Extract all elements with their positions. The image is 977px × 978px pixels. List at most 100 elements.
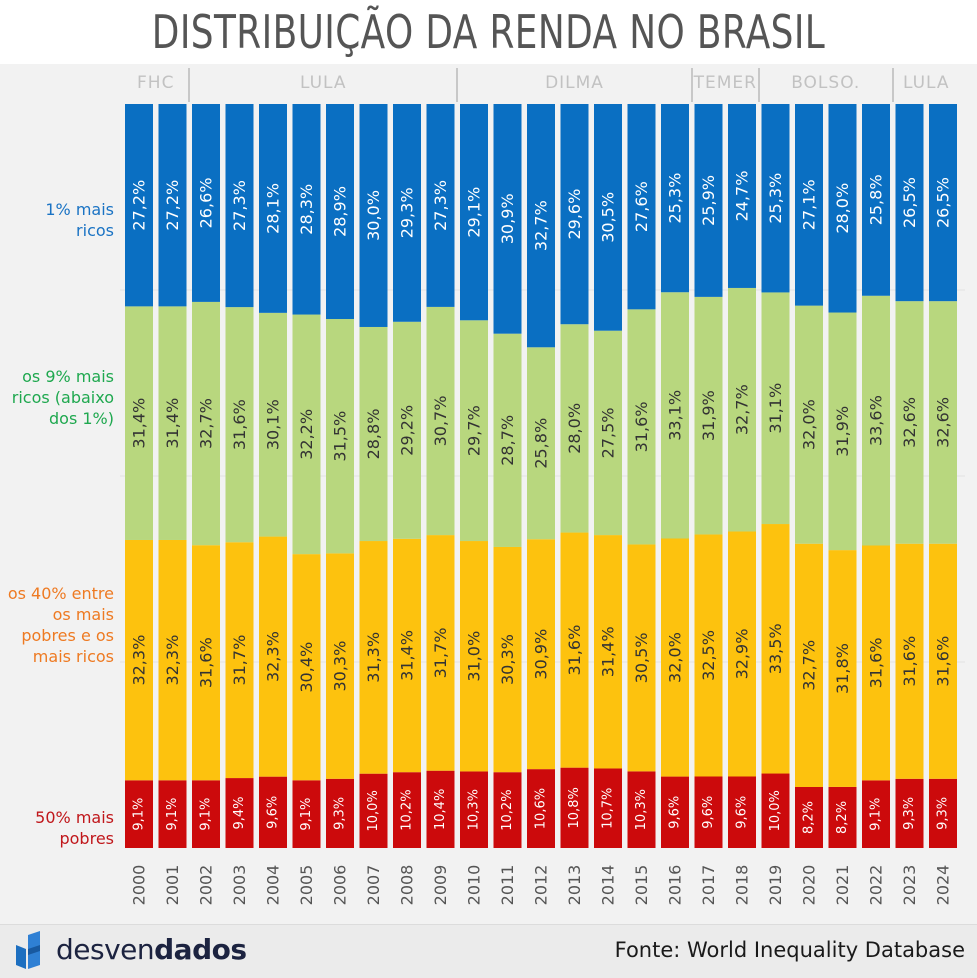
x-tick-label-2008: 2008 [398,865,417,906]
bar-next9-2006 [326,319,354,554]
segment-label-bottom50: 50% mais pobres [35,808,114,848]
bar-top1-2012 [527,104,555,348]
data-label-top1-2006: 28,9% [331,186,350,237]
data-label-middle40-2001: 32,3% [163,635,182,686]
bar-middle40-2024 [929,543,957,779]
logo-light-text: desven [56,933,155,966]
bar-top1-2017 [694,104,723,297]
bar-bottom50-2017 [694,776,723,848]
x-tick-label-2001: 2001 [163,865,182,906]
x-tick-label-2006: 2006 [331,865,350,906]
bar-next9-2009 [426,306,455,536]
data-label-next9-2006: 31,5% [331,411,350,462]
bar-next9-2008 [393,321,421,539]
bar-bottom50-2009 [426,770,455,848]
x-tick-label-2011: 2011 [498,865,517,906]
segment-label-middle40: os 40% entre os mais pobres e os mais ri… [7,584,114,666]
data-label-next9-2010: 29,7% [465,405,484,456]
data-label-bottom50-2010: 10,3% [467,789,482,830]
data-label-top1-2018: 24,7% [733,171,752,222]
bar-middle40-2017 [694,534,723,777]
bar-middle40-2023 [895,543,924,779]
data-label-top1-2004: 28,1% [264,183,283,234]
bar-next9-2000 [125,306,153,540]
data-label-next9-2007: 28,8% [364,409,383,460]
data-label-bottom50-2008: 10,2% [400,789,415,830]
bar-middle40-2012 [527,539,555,770]
segment-label-next9: os 9% mais ricos (abaixo dos 1%) [11,367,114,428]
bar-bottom50-2024 [929,778,957,848]
data-label-top1-2014: 30,5% [599,192,618,243]
bar-top1-2016 [661,104,689,293]
bar-top1-2011 [493,104,522,334]
bar-top1-2008 [393,104,421,322]
data-label-bottom50-2013: 10,8% [567,787,582,828]
data-label-next9-2013: 28,0% [565,403,584,454]
bar-middle40-2015 [627,544,656,772]
data-label-top1-2020: 27,1% [800,179,819,230]
data-label-middle40-2023: 31,6% [900,636,919,687]
chart-title: DISTRIBUIÇÃO DA RENDA NO BRASIL [151,5,826,59]
data-label-top1-2024: 26,5% [934,177,953,228]
bar-middle40-2004 [259,536,287,777]
data-label-top1-2001: 27,2% [163,180,182,231]
stacked-bar-chart: 9,1% 32,3% 31,4% 27,2% 2000 9,1% 32,3% 31,4% 27,… [120,104,965,906]
data-label-bottom50-2024: 9,3% [936,797,951,830]
footer-bar [0,924,977,978]
x-tick-label-2020: 2020 [800,865,819,906]
data-label-next9-2001: 31,4% [163,398,182,449]
bar-top1-2015 [627,104,656,310]
bar-bottom50-2013 [560,767,589,848]
data-label-next9-2003: 31,6% [230,399,249,450]
bar-bottom50-2020 [795,786,823,848]
bar-bottom50-2007 [359,773,388,848]
data-label-next9-2009: 30,7% [431,396,450,447]
bar-next9-2003 [225,307,254,543]
bar-middle40-2006 [326,553,354,779]
data-label-bottom50-2016: 9,6% [668,796,683,829]
data-label-next9-2005: 32,2% [297,409,316,460]
bar-next9-2002 [192,301,220,546]
data-label-middle40-2005: 30,4% [297,642,316,693]
data-label-next9-2021: 31,9% [833,406,852,457]
data-label-next9-2015: 31,6% [632,401,651,452]
data-label-bottom50-2021: 8,2% [835,801,850,834]
bar-top1-2010 [460,104,488,321]
data-label-middle40-2020: 32,7% [800,640,819,691]
data-label-top1-2019: 25,3% [766,173,785,224]
data-label-next9-2004: 30,1% [264,399,283,450]
data-label-middle40-2022: 31,6% [867,638,886,689]
period-separator [690,68,693,102]
data-label-middle40-2013: 31,6% [565,625,584,676]
period-separator [891,68,894,102]
period-label-bolso-4: BOLSO. [791,73,861,93]
data-label-bottom50-2007: 10,0% [366,790,381,831]
data-label-middle40-2011: 30,3% [498,634,517,685]
bar-middle40-2009 [426,535,455,771]
bar-top1-2006 [326,104,354,320]
bar-middle40-2008 [393,538,421,773]
x-tick-label-2012: 2012 [532,865,551,906]
data-label-middle40-2015: 30,5% [632,632,651,683]
x-tick-label-2003: 2003 [230,865,249,906]
data-label-bottom50-2003: 9,4% [232,797,247,830]
bar-bottom50-2010 [460,771,488,848]
data-label-next9-2014: 27,5% [599,407,618,458]
x-tick-label-2019: 2019 [766,865,785,906]
bar-top1-2014 [594,104,622,331]
bar-top1-2007 [359,104,388,327]
data-label-bottom50-2012: 10,6% [534,788,549,829]
bar-top1-2024 [929,104,957,302]
bar-top1-2013 [560,104,589,325]
data-label-bottom50-2001: 9,1% [165,798,180,831]
bar-middle40-2003 [225,542,254,779]
bar-next9-2001 [158,306,187,540]
bar-top1-2001 [158,104,187,307]
data-label-middle40-2002: 31,6% [197,637,216,688]
data-label-middle40-2014: 31,4% [599,626,618,677]
data-label-top1-2011: 30,9% [498,193,517,244]
bar-next9-2023 [895,301,924,544]
bar-next9-2015 [627,309,656,545]
data-label-bottom50-2006: 9,3% [333,797,348,830]
data-label-top1-2005: 28,3% [297,184,316,235]
